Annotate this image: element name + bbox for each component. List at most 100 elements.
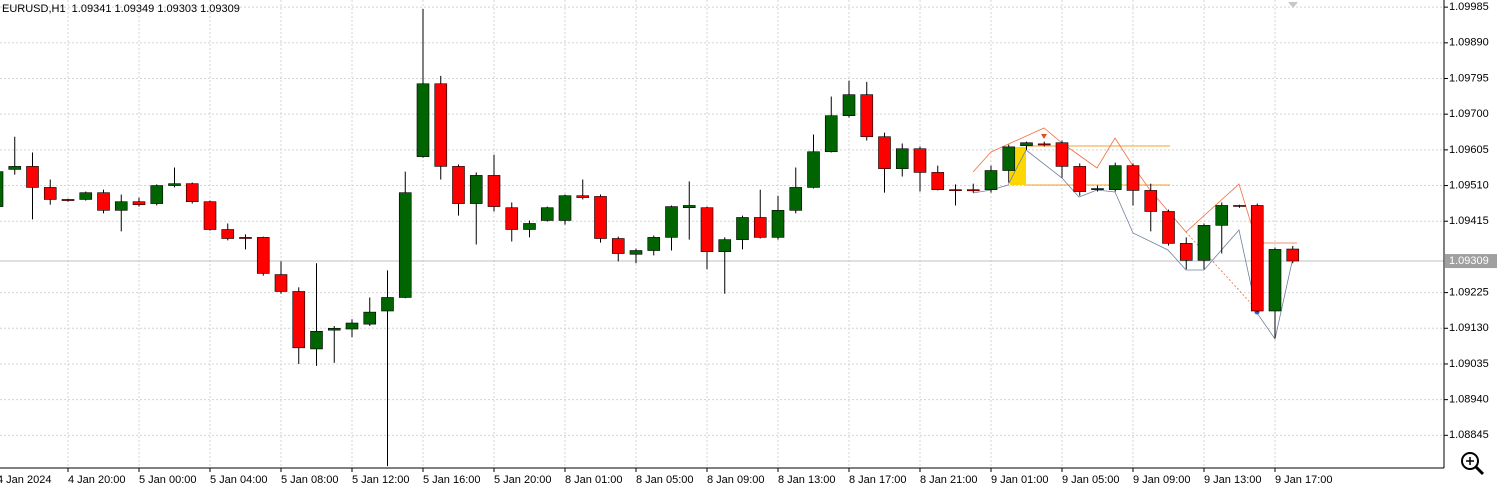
- candle-body: [203, 201, 217, 230]
- x-tick-label: 5 Jan 20:00: [494, 474, 552, 486]
- candle-body: [26, 166, 39, 188]
- x-tick-label: 5 Jan 12:00: [352, 474, 410, 486]
- current-price-label: 1.09309: [1449, 255, 1489, 267]
- candle-body: [931, 172, 945, 190]
- y-tick-label: 1.09415: [1449, 215, 1489, 227]
- candle-body: [824, 115, 838, 153]
- candle-body: [1073, 166, 1087, 192]
- x-tick-label: 5 Jan 16:00: [423, 474, 481, 486]
- candle-body: [363, 311, 377, 325]
- x-tick-label: 8 Jan 21:00: [920, 474, 978, 486]
- candle-body: [753, 217, 767, 238]
- y-tick-label: 1.08845: [1449, 429, 1489, 441]
- candle-body: [310, 330, 323, 350]
- candle-body: [558, 195, 572, 221]
- candle-body: [1002, 146, 1016, 171]
- y-tick-label: 1.09225: [1449, 287, 1489, 299]
- candle-body: [168, 183, 181, 186]
- candle-body: [434, 83, 448, 167]
- candle-body: [114, 201, 128, 211]
- candle-body: [842, 94, 856, 116]
- x-tick-label: 8 Jan 13:00: [778, 474, 836, 486]
- candle-body: [966, 189, 980, 192]
- candle-body: [1055, 142, 1069, 167]
- candle-body: [416, 83, 430, 157]
- y-tick-label: 1.08940: [1449, 394, 1489, 406]
- candle-body: [274, 274, 288, 292]
- candle-body: [1126, 165, 1140, 191]
- candle-body: [381, 297, 394, 312]
- candle-body: [132, 201, 146, 206]
- candle-body: [594, 196, 607, 239]
- candle-body: [256, 237, 270, 274]
- candle-body: [97, 192, 110, 211]
- candle-body: [452, 166, 465, 204]
- candle-body: [469, 175, 483, 204]
- zoom-handle[interactable]: [1474, 465, 1485, 476]
- candle-body: [61, 199, 75, 201]
- candle-body: [860, 94, 874, 138]
- candle-body: [239, 237, 252, 239]
- candle-body: [700, 207, 714, 252]
- x-tick-label: 8 Jan 09:00: [707, 474, 765, 486]
- x-tick-label: 8 Jan 17:00: [849, 474, 907, 486]
- candles: [0, 9, 1300, 467]
- candle-body: [736, 217, 749, 240]
- zoom-icon[interactable]: [1461, 452, 1485, 476]
- x-tick-label: 9 Jan 09:00: [1133, 474, 1191, 486]
- x-tick-label: 4 Jan 20:00: [68, 474, 126, 486]
- candle-body: [185, 183, 199, 202]
- y-tick-label: 1.09605: [1449, 144, 1489, 156]
- candle-body: [505, 207, 519, 230]
- candle-body: [913, 148, 927, 173]
- candle-body: [292, 291, 306, 349]
- y-tick-label: 1.09035: [1449, 358, 1489, 370]
- candle-body: [1108, 165, 1122, 190]
- candle-body: [79, 192, 93, 200]
- x-tick-label: 5 Jan 00:00: [139, 474, 197, 486]
- candle-body: [540, 207, 554, 221]
- candle-body: [327, 327, 341, 331]
- candle-body: [1037, 143, 1051, 146]
- candle-body: [878, 136, 891, 169]
- candle-body: [1020, 142, 1033, 147]
- candle-body: [576, 195, 590, 198]
- candle-body: [1179, 243, 1193, 261]
- candle-body: [1233, 205, 1246, 207]
- y-tick-label: 1.09795: [1449, 72, 1489, 84]
- candle-body: [487, 175, 501, 207]
- candle-body: [398, 192, 412, 298]
- candle-body: [8, 166, 22, 170]
- candle-body: [682, 205, 696, 209]
- candle-body: [1215, 205, 1229, 226]
- candle-body: [1197, 225, 1211, 261]
- grid: [0, 0, 1444, 468]
- candle-body: [150, 185, 164, 204]
- x-tick-label: 8 Jan 01:00: [565, 474, 623, 486]
- candle-body: [789, 187, 803, 211]
- candle-body: [43, 187, 57, 200]
- y-tick-label: 1.09700: [1449, 108, 1489, 120]
- candle-body: [647, 237, 661, 251]
- y-tick-label: 1.09510: [1449, 179, 1489, 191]
- candle-body: [895, 148, 909, 169]
- y-tick-label: 1.09890: [1449, 37, 1489, 49]
- candle-body: [807, 151, 820, 188]
- candle-body: [1250, 205, 1264, 312]
- lower-envelope: [972, 149, 1293, 340]
- x-tick-label: 9 Jan 17:00: [1275, 474, 1333, 486]
- x-tick-label: 8 Jan 05:00: [636, 474, 694, 486]
- current-price-box: [1445, 254, 1497, 269]
- x-tick-label: 5 Jan 08:00: [281, 474, 339, 486]
- signal-arrow: [1041, 134, 1047, 139]
- candle-body: [718, 239, 732, 252]
- candle-body: [523, 223, 536, 230]
- y-tick-label: 1.09985: [1449, 1, 1489, 13]
- zoom-lens[interactable]: [1461, 452, 1479, 470]
- candle-body: [221, 229, 235, 239]
- candle-body: [1144, 190, 1158, 212]
- candle-body: [949, 189, 962, 191]
- candle-body: [1091, 188, 1104, 190]
